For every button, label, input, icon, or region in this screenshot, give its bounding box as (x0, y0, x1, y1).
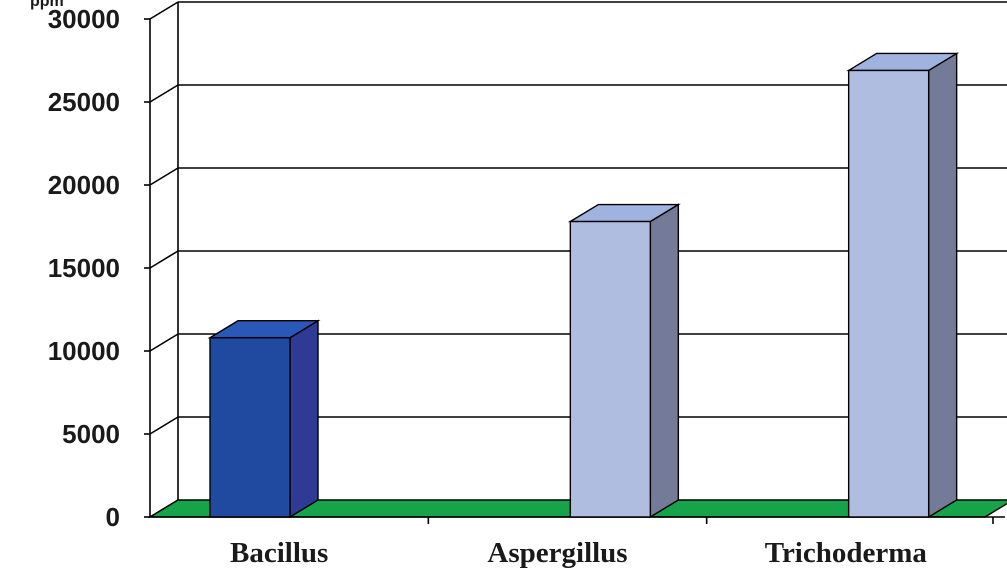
y-tick-label: 25000 (48, 87, 120, 117)
gridline-diag (149, 250, 179, 269)
y-tick-labels: 0 5000 10000 15000 20000 25000 30000 (48, 4, 150, 532)
bar-front (209, 337, 291, 518)
bar-side (289, 319, 319, 519)
x-tick-label: Aspergillus (487, 537, 627, 569)
gridline-diag (149, 167, 179, 186)
bar-bacillus (207, 319, 321, 519)
y-tick-label: 10000 (48, 336, 120, 366)
gridline-diag (149, 1, 179, 20)
bar-front (847, 69, 930, 518)
y-axis-label-fragment: ppm (30, 0, 64, 10)
bar-side (649, 203, 680, 519)
x-tick-label: Trichoderma (765, 537, 928, 569)
bar-trichoderma (846, 52, 960, 519)
x-tick-label: Bacillus (230, 537, 328, 569)
x-tick-labels: Bacillus Aspergillus Trichoderma (230, 517, 994, 569)
y-tick-label: 0 (106, 502, 120, 532)
bar-aspergillus (567, 203, 681, 519)
bars (207, 52, 960, 519)
gridline-diag (149, 333, 179, 352)
gridline-diag (149, 84, 179, 103)
y-tick-label: 5000 (62, 419, 120, 449)
y-tick-label: 20000 (48, 170, 120, 200)
gridline-diag (149, 416, 179, 435)
y-tick-label: 15000 (48, 253, 120, 283)
bar-front (569, 220, 652, 518)
bar-side (927, 52, 958, 519)
y-tick-label: 30000 (48, 4, 120, 34)
